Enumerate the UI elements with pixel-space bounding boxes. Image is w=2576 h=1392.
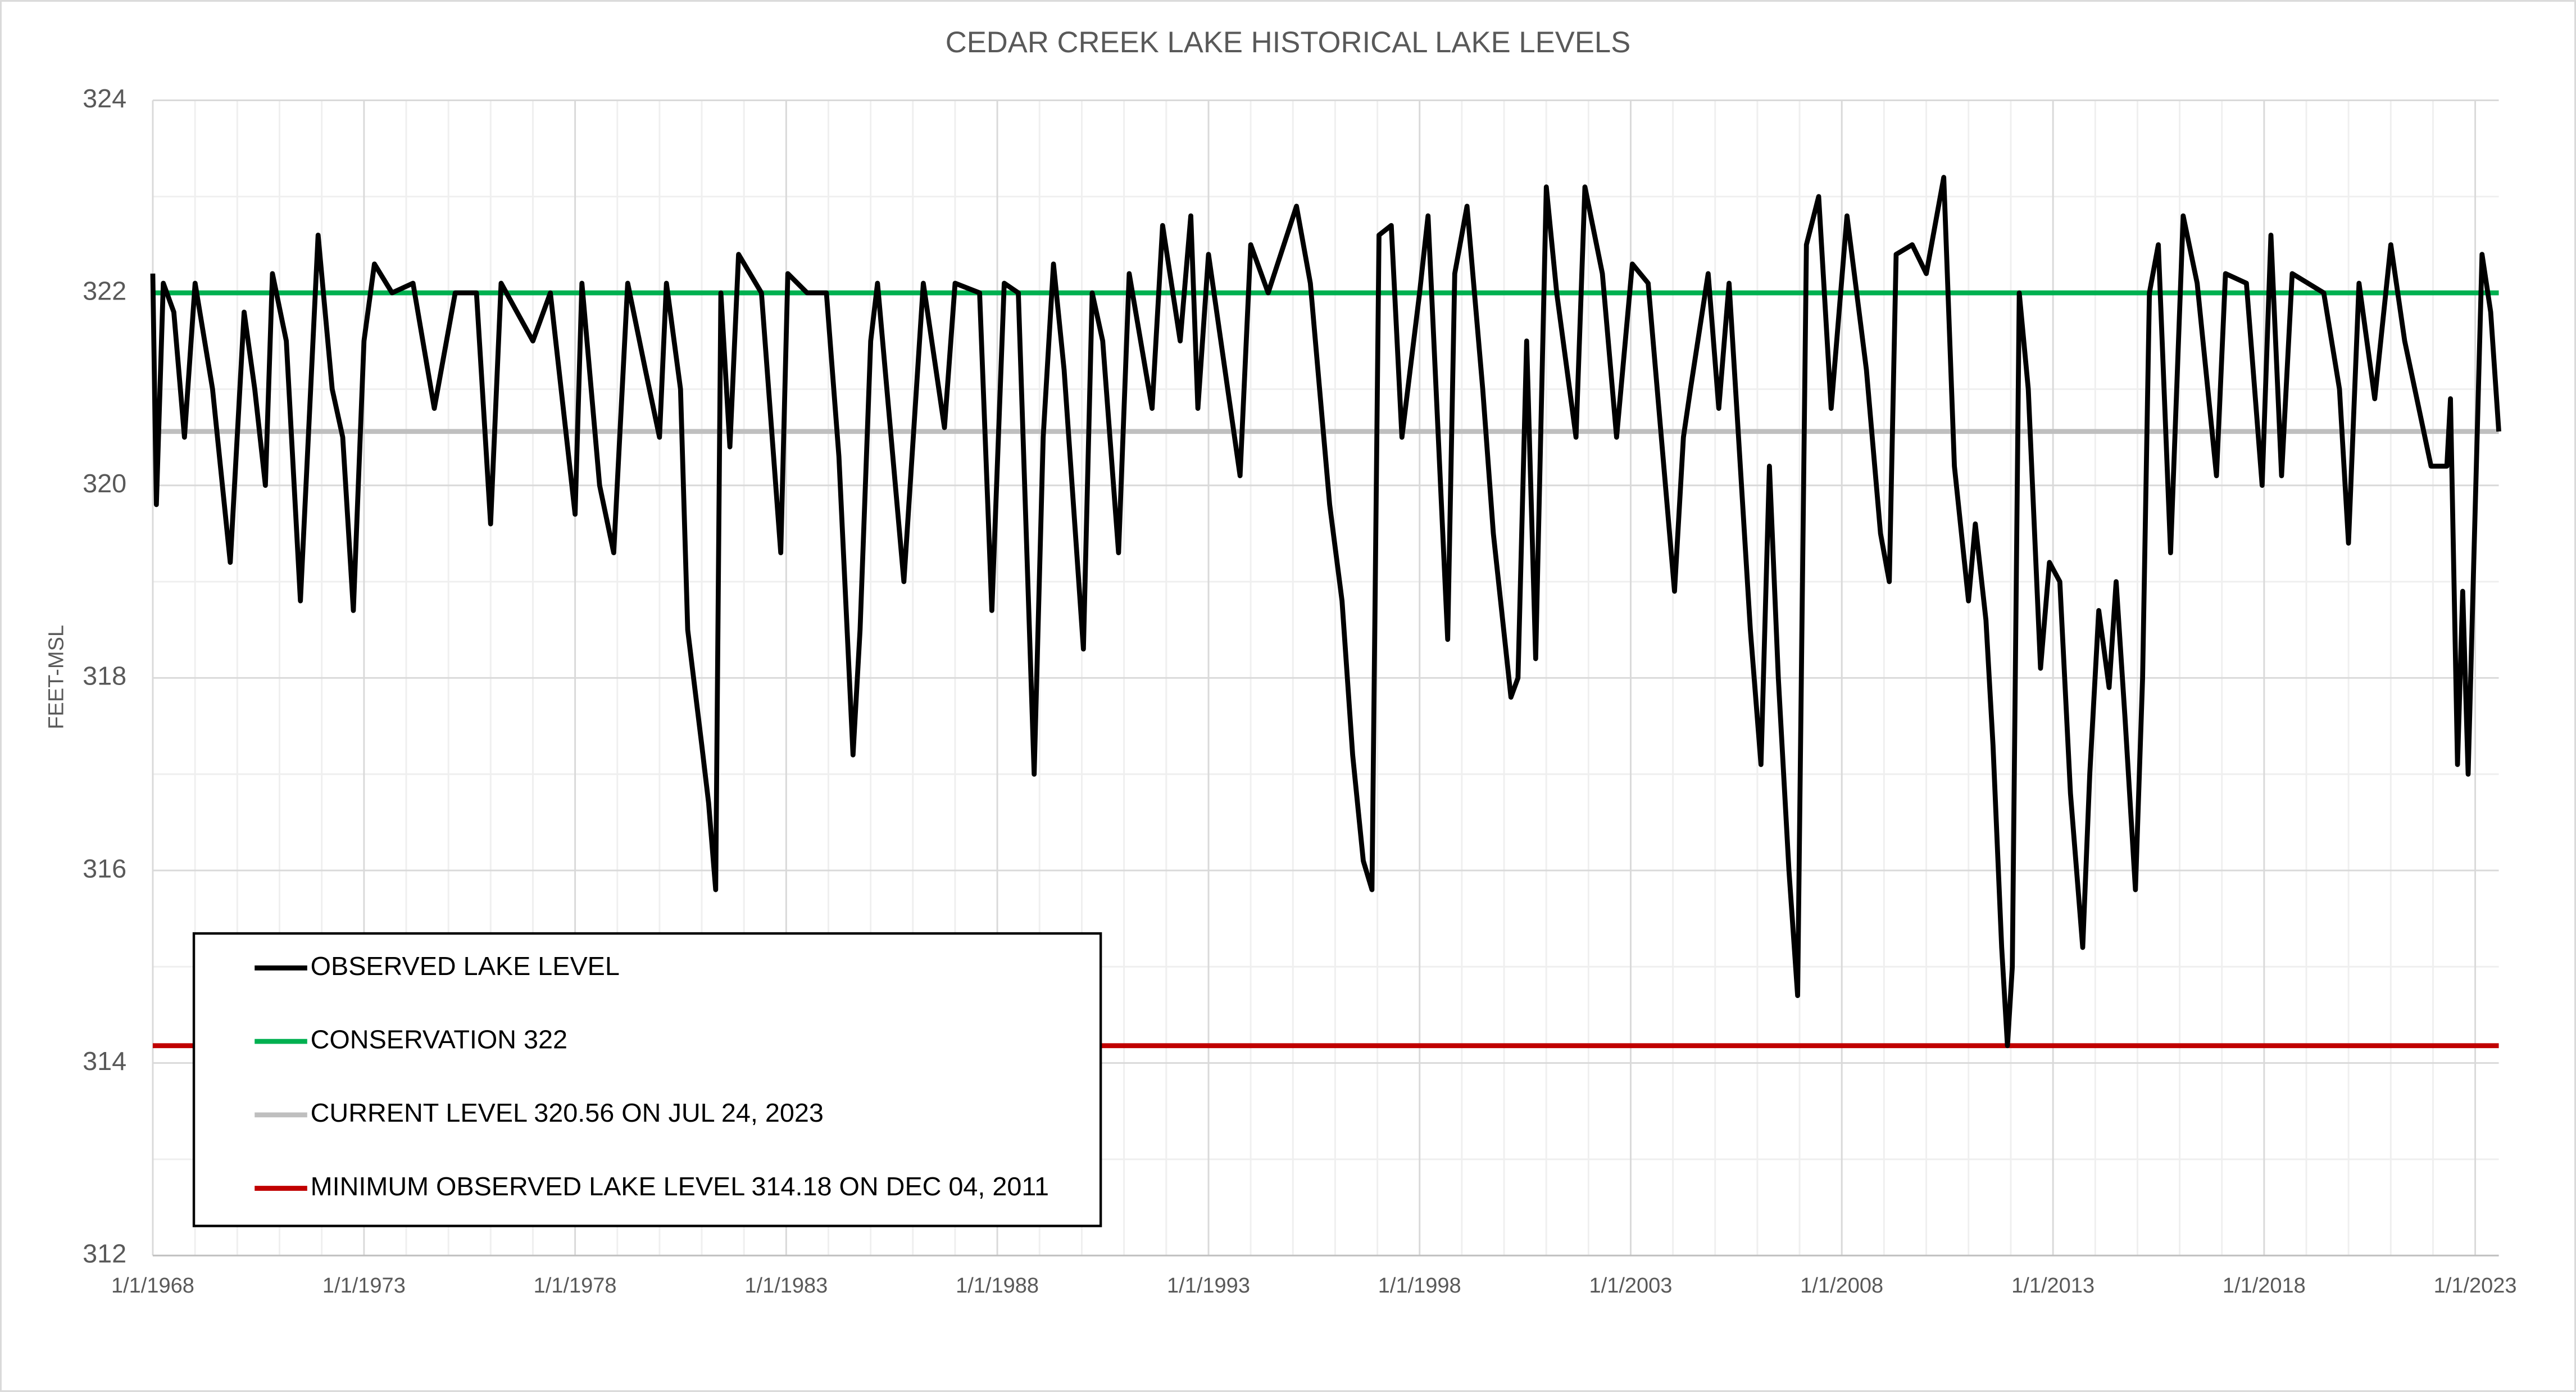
x-tick-label: 1/1/1973 [322,1274,406,1298]
x-tick-label: 1/1/1998 [1378,1274,1461,1298]
legend-box [192,932,1102,1227]
y-tick-label: 318 [83,661,126,691]
x-tick-label: 1/1/2003 [1589,1274,1673,1298]
x-tick-label: 1/1/1993 [1167,1274,1250,1298]
legend-label: CURRENT LEVEL 320.56 ON JUL 24, 2023 [311,1098,824,1127]
y-axis-label: FEET-MSL [44,625,68,729]
legend-label: CONSERVATION 322 [311,1025,567,1054]
data-line [150,175,2501,1049]
x-tick-label: 1/1/2008 [1800,1274,1883,1298]
legend: OBSERVED LAKE LEVEL CONSERVATION 322 CURRE… [192,932,1102,1227]
y-tick-label: 322 [83,276,126,305]
x-tick-label: 1/1/2013 [2011,1274,2095,1298]
y-tick-label: 314 [83,1046,126,1076]
x-tick-label: 1/1/1983 [744,1274,828,1298]
y-tick-label: 316 [83,854,126,883]
plot [150,175,2501,1049]
chart-title: CEDAR CREEK LAKE HISTORICAL LAKE LEVELS [946,26,1631,59]
x-tick-label: 1/1/1988 [956,1274,1039,1298]
y-tick-label: 324 [83,84,126,113]
y-tick-label: 320 [83,469,126,498]
x-tick-label: 1/1/1968 [111,1274,194,1298]
legend-label: MINIMUM OBSERVED LAKE LEVEL 314.18 ON DE… [311,1172,1049,1201]
y-tick-label: 312 [83,1239,126,1268]
legend-label: OBSERVED LAKE LEVEL [311,951,620,981]
x-tick-label: 1/1/2018 [2223,1274,2306,1298]
x-tick-label: 1/1/1978 [534,1274,617,1298]
x-tick-label: 1/1/2023 [2434,1274,2517,1298]
